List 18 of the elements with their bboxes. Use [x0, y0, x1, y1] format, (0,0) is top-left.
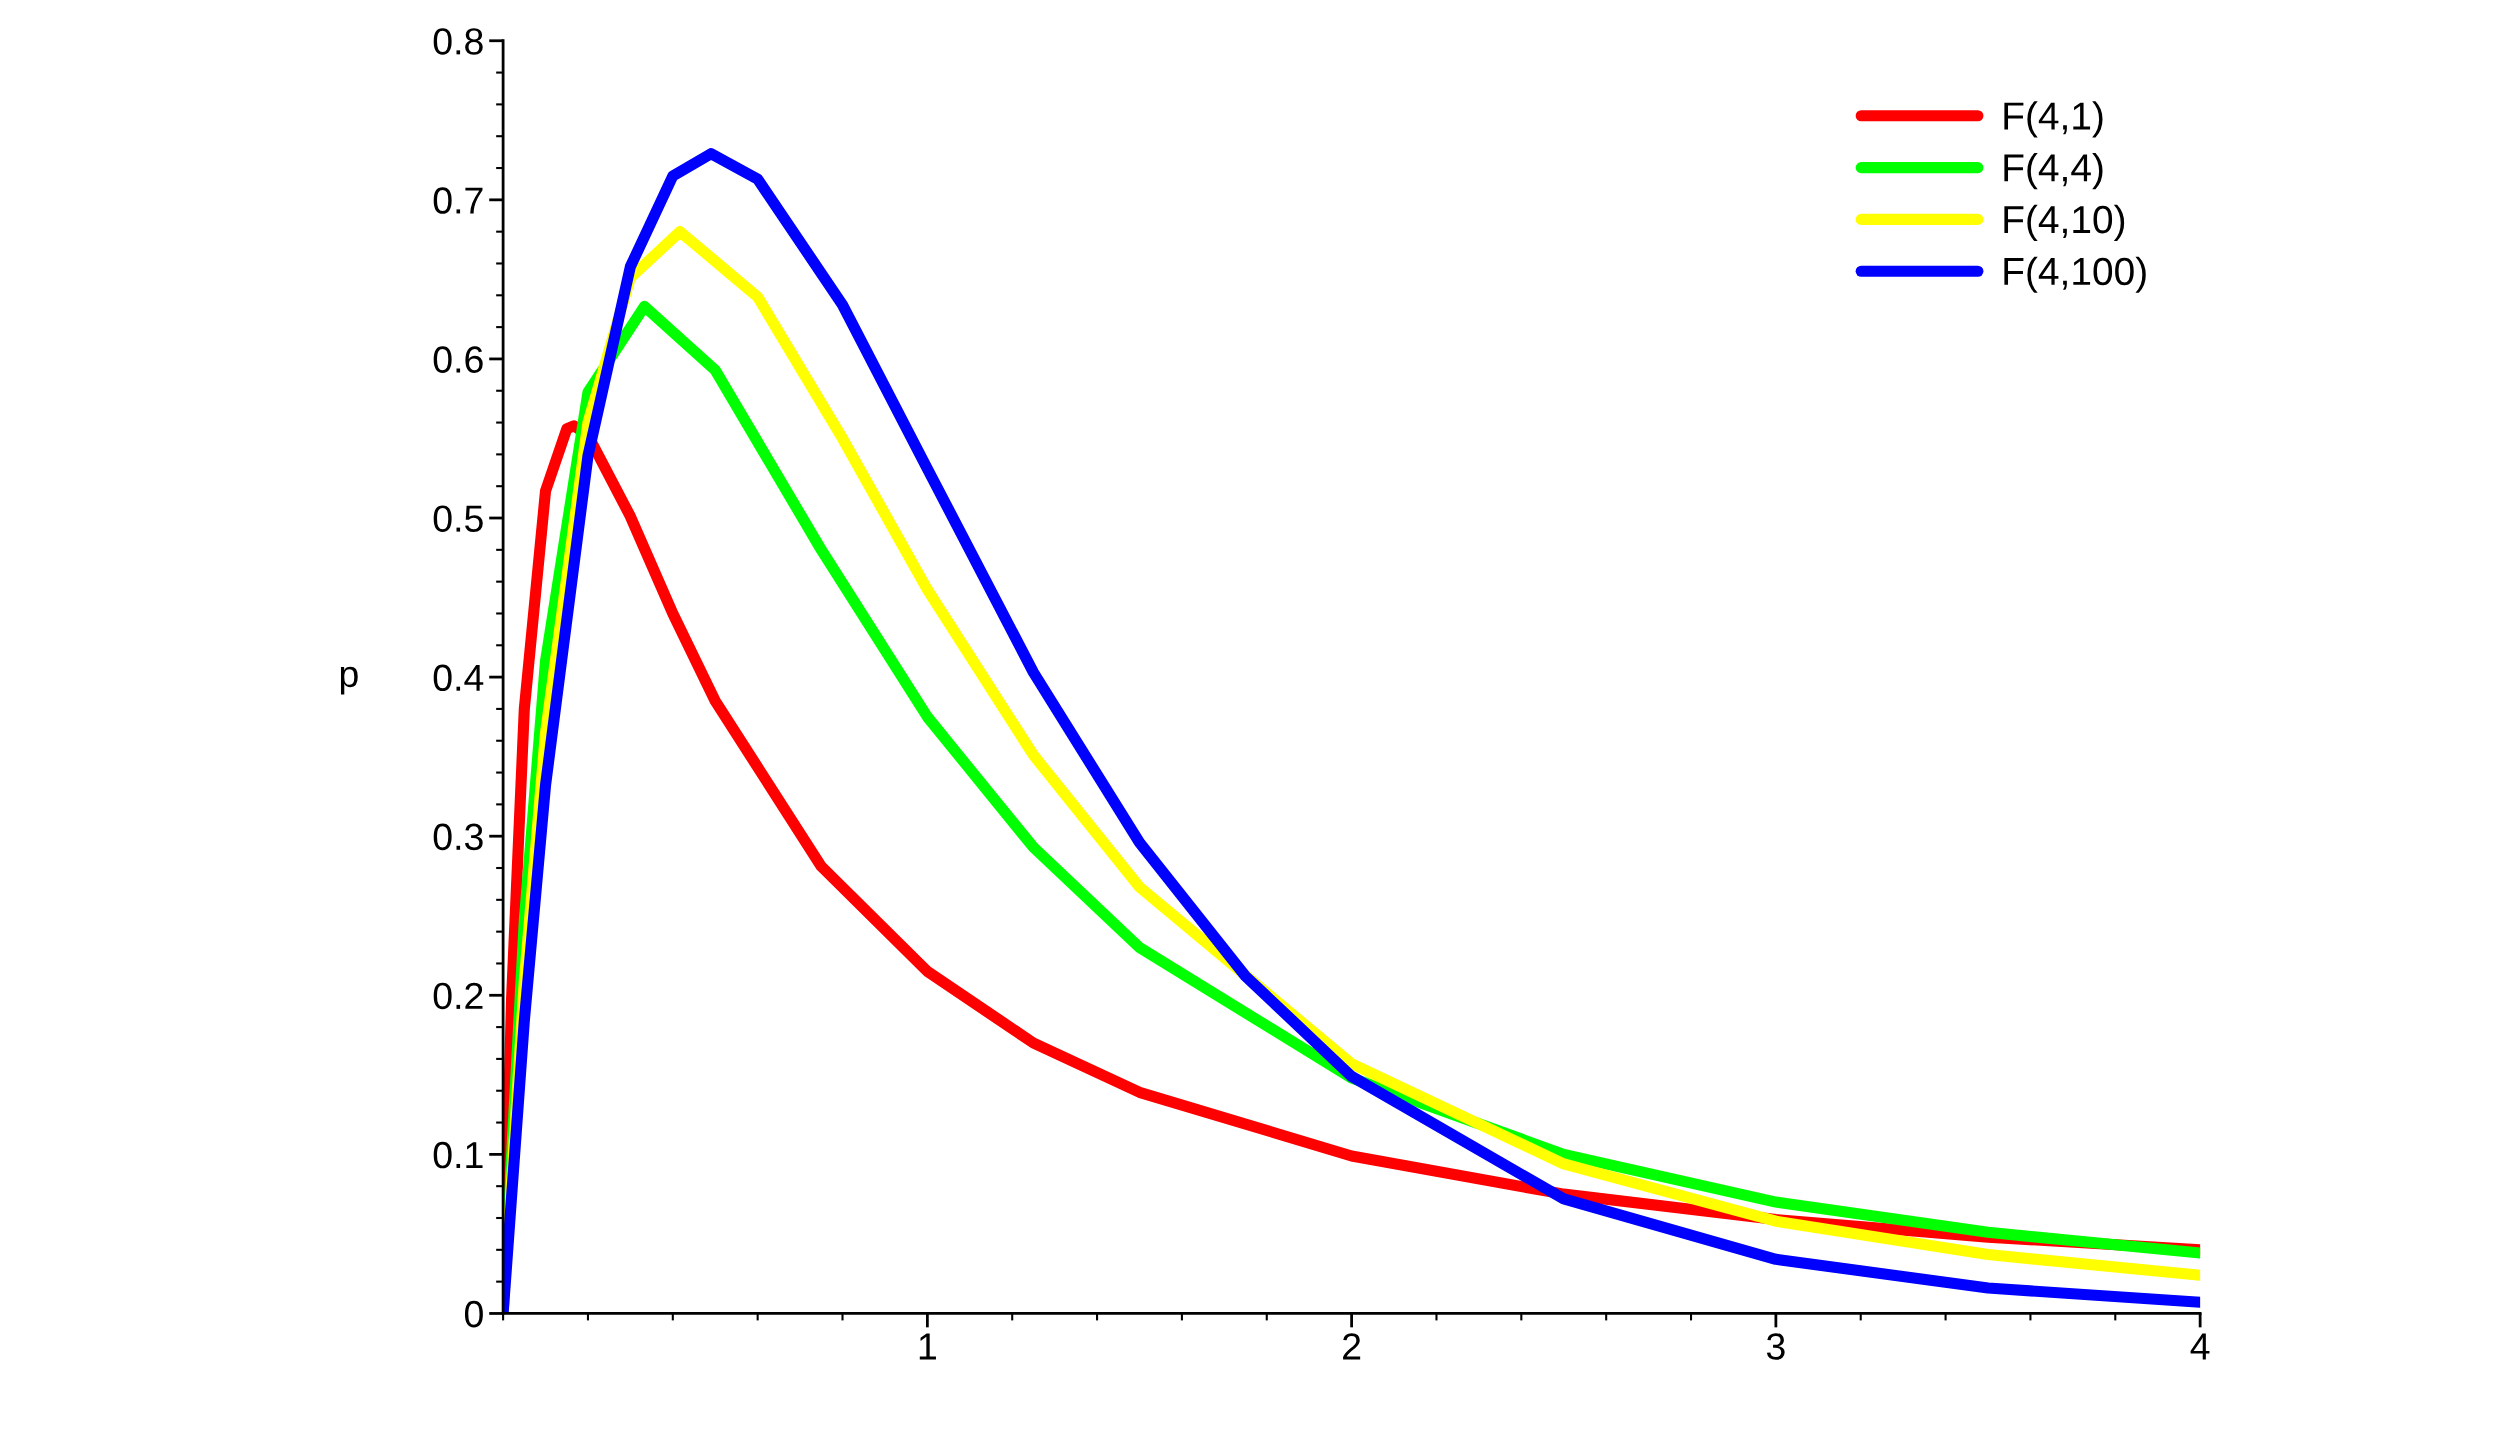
x-tick-label: 2 — [1343, 1333, 1361, 1360]
y-axis-title: p — [340, 666, 358, 695]
y-tick-label: 0.5 — [433, 505, 483, 532]
legend-label: F(4,10) — [2004, 204, 2125, 242]
x-tick-label: 3 — [1766, 1333, 1785, 1360]
y-tick-label: 0.8 — [433, 28, 483, 55]
y-tick-label: 0.3 — [433, 823, 483, 851]
y-tick-label: 0.1 — [433, 1141, 483, 1169]
legend-label: F(4,1) — [2004, 101, 2103, 138]
legend-label: F(4,4) — [2004, 153, 2103, 190]
x-tick-label: 1 — [919, 1333, 936, 1360]
legend-label: F(4,100) — [2004, 256, 2146, 293]
x-tick-label: 4 — [2190, 1333, 2210, 1360]
y-tick-label: 0.2 — [433, 982, 483, 1010]
y-tick-label: 0.6 — [433, 346, 483, 373]
y-tick-label: 0.7 — [433, 187, 483, 214]
y-tick-label: 0.4 — [433, 664, 484, 692]
y-tick-label: 0 — [464, 1300, 483, 1328]
